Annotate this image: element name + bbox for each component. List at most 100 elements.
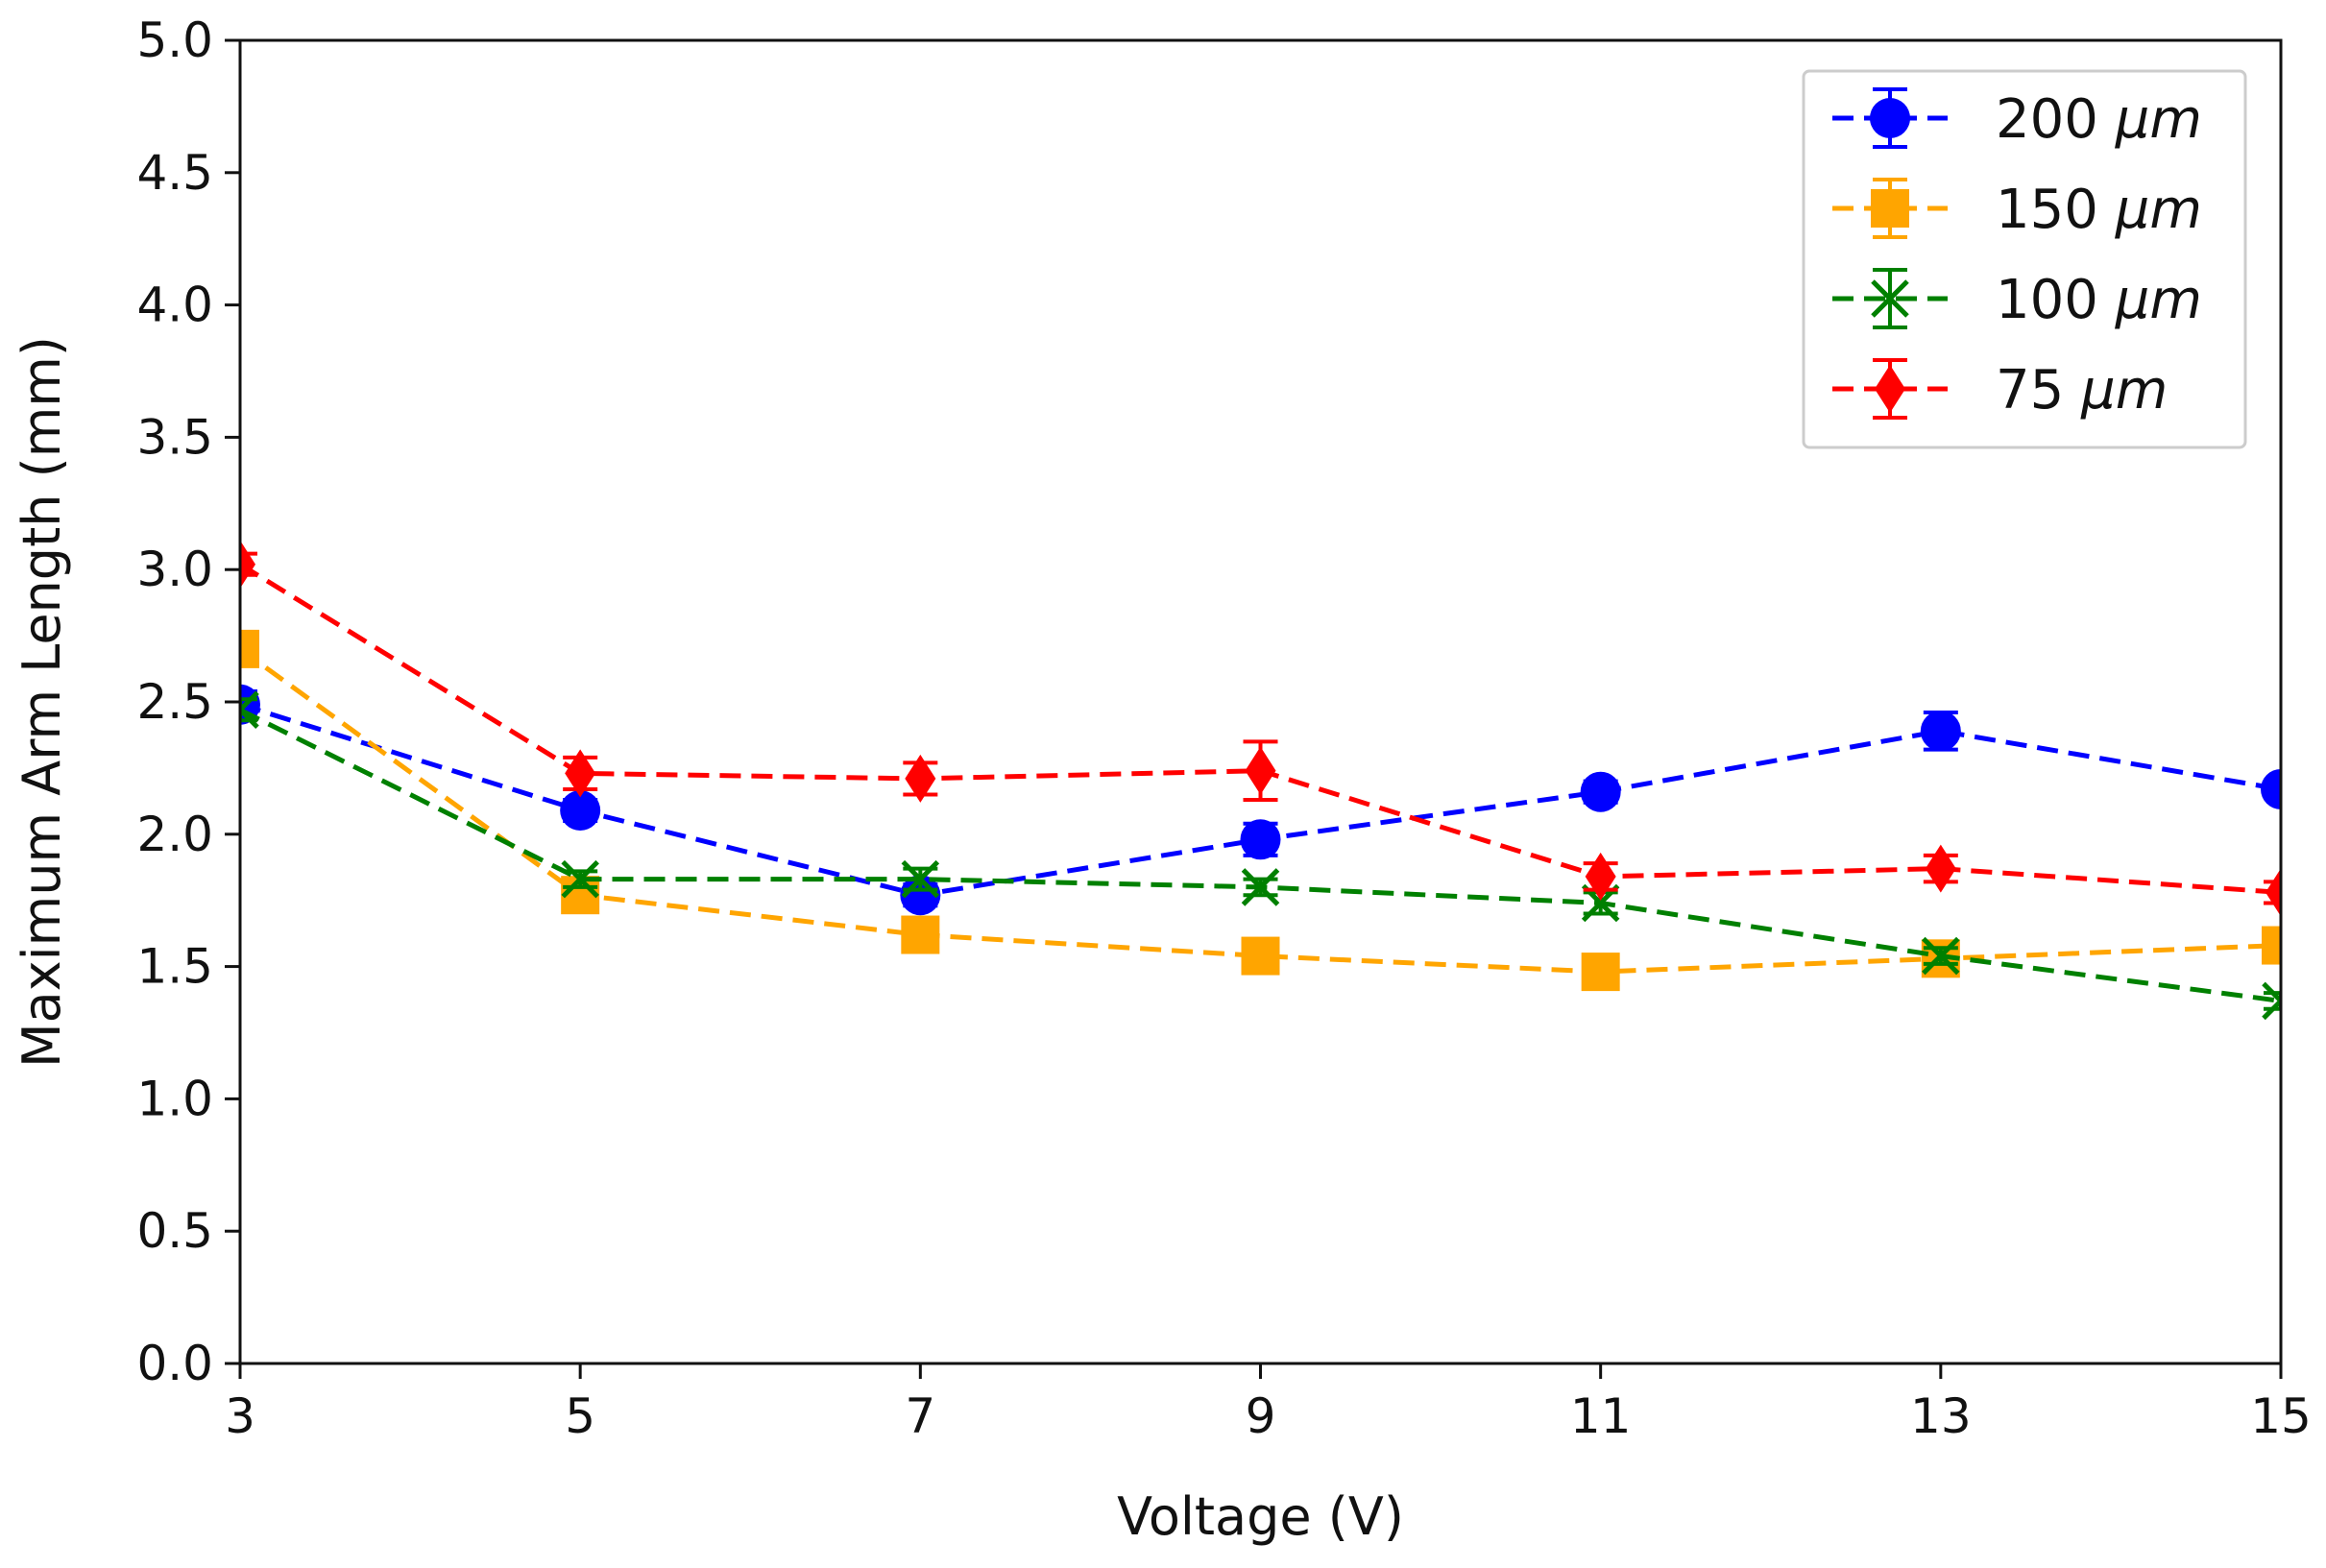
data-point-shape [1240, 819, 1281, 860]
data-point-stroke-b [901, 859, 940, 899]
y-tick-label: 4.5 [136, 145, 213, 201]
y-tick-label: 0.5 [136, 1203, 213, 1259]
x-axis-label: Voltage (V) [1117, 1486, 1404, 1547]
data-point [1585, 852, 1616, 901]
data-point-shape [1580, 771, 1621, 812]
data-point-stroke-b [240, 690, 259, 713]
series-75 [240, 540, 2281, 917]
data-point [1920, 711, 1961, 752]
data-point [1581, 953, 1620, 992]
data-point-shape [2262, 926, 2281, 965]
legend-label: 200 μm [1996, 88, 2202, 151]
legend-frame [1802, 69, 2247, 449]
data-point-shape [900, 875, 941, 916]
x-tick-label: 13 [1910, 1388, 1972, 1444]
data-point-stroke-a [2262, 981, 2281, 1004]
legend-label-number: 75 [1996, 359, 2081, 422]
legend-label-unit: μm [2115, 179, 2202, 241]
data-point-shape [565, 749, 596, 798]
series-layer [240, 540, 2281, 1021]
legend-entry-75: 75 μm [1832, 358, 2168, 422]
data-point-shape [1925, 844, 1956, 893]
legend-marker [1871, 189, 1909, 228]
data-point-shape [1920, 711, 1961, 752]
data-point [240, 629, 259, 668]
y-tick-label: 3.5 [136, 409, 213, 465]
data-point [1245, 746, 1276, 795]
x-tick-label: 15 [2250, 1388, 2312, 1444]
y-axis-label: Maximum Arm Length (mm) [12, 336, 72, 1068]
legend-marker-shape [1875, 365, 1905, 413]
legend-label-number: 150 [1996, 179, 2116, 241]
legend-label-unit: μm [2080, 359, 2168, 422]
y-tick-label: 5.0 [136, 12, 213, 68]
legend-entry-200: 200 μm [1832, 87, 2202, 151]
y-tick-label: 4.0 [136, 277, 213, 333]
data-point [901, 915, 940, 954]
data-point [561, 859, 599, 899]
data-point-stroke-b [2262, 997, 2281, 1021]
data-point [2261, 768, 2281, 809]
x-tick-label: 11 [1570, 1388, 1632, 1444]
y-tick-label: 1.0 [136, 1071, 213, 1126]
y-tick-label: 3.0 [136, 542, 213, 597]
data-point [1240, 819, 1281, 860]
y-tick-label: 0.0 [136, 1336, 213, 1391]
data-point [1925, 844, 1956, 893]
legend-label-number: 200 [1996, 88, 2116, 151]
data-point-shape [905, 754, 936, 803]
data-point [240, 690, 259, 730]
data-point [1241, 936, 1280, 976]
legend-label-unit: μm [2115, 88, 2202, 151]
y-tick-label: 2.5 [136, 674, 213, 730]
legend-marker-shape [1870, 98, 1910, 138]
legend-marker [1871, 279, 1909, 318]
data-point [2265, 868, 2281, 917]
data-point-shape [1585, 852, 1616, 901]
data-point [1922, 936, 1960, 976]
legend-label: 150 μm [1996, 179, 2202, 241]
legend-label-number: 100 [1996, 269, 2116, 331]
x-tick-label: 5 [565, 1388, 595, 1444]
x-tick-label: 9 [1246, 1388, 1276, 1444]
legend-entry-150: 150 μm [1832, 178, 2202, 241]
ticks-layer: 3 5 7 9 11 13 15 0.0 0.5 1.0 1.5 2.0 2.5 3.0 3.5 4.0 4.5… [136, 12, 2311, 1444]
data-point-shape [1241, 936, 1280, 976]
data-point-stroke-b [561, 859, 599, 899]
data-point-stroke-b [1922, 936, 1960, 976]
data-point-shape [1245, 746, 1276, 795]
y-tick-label: 2.0 [136, 807, 213, 862]
data-point [565, 749, 596, 798]
data-point-shape [1581, 953, 1620, 992]
x-tick-label: 7 [905, 1388, 935, 1444]
legend-marker [1875, 365, 1905, 413]
data-point-shape [901, 915, 940, 954]
legend-entry-100: 100 μm [1832, 268, 2202, 331]
data-point-shape [2265, 868, 2281, 917]
data-point [905, 754, 936, 803]
data-point [240, 540, 255, 589]
legend-marker [1870, 98, 1910, 138]
data-point [560, 789, 601, 831]
data-point-shape [240, 629, 259, 668]
legend-marker-shape [1871, 189, 1909, 228]
data-point-shape [2261, 768, 2281, 809]
data-point [1580, 771, 1621, 812]
data-point-stroke-a [240, 706, 259, 730]
data-point [2262, 926, 2281, 965]
legend-marker-stroke-b [1871, 279, 1909, 318]
legend-label: 100 μm [1996, 269, 2202, 331]
x-tick-label: 3 [225, 1388, 255, 1444]
legend-label: 75 μm [1996, 359, 2168, 422]
series-100 [240, 690, 2281, 1021]
legend-label-unit: μm [2115, 269, 2202, 331]
data-point-shape [560, 789, 601, 831]
data-point [2262, 981, 2281, 1021]
y-tick-label: 1.5 [136, 939, 213, 995]
data-point [900, 875, 941, 916]
data-point [1241, 868, 1280, 906]
data-point-shape [240, 540, 255, 589]
